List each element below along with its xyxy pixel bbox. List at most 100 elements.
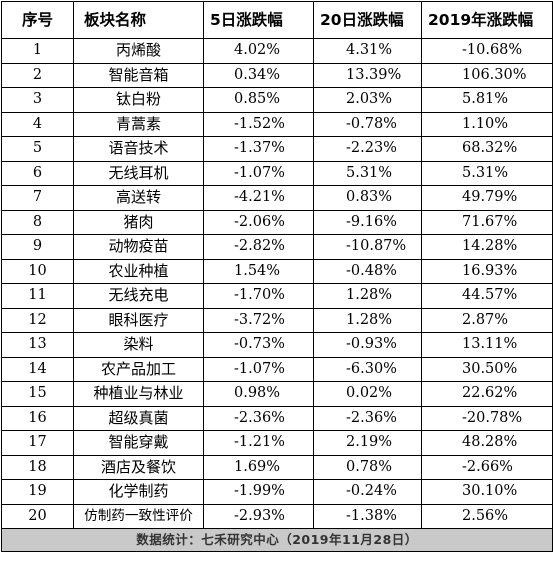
change-5day: 0.34% — [203, 62, 314, 88]
change-20day: -0.78% — [313, 111, 422, 137]
sector-name: 仿制药一致性评价 — [73, 503, 204, 529]
row-index: 7 — [1, 185, 74, 211]
change-2019: 14.28% — [421, 234, 553, 260]
change-2019: 30.50% — [421, 356, 553, 382]
change-20day: 0.83% — [313, 185, 422, 211]
header-sector-name: 板块名称 — [73, 1, 204, 39]
sector-name: 酒店及餐饮 — [73, 454, 204, 480]
change-2019: 106.30% — [421, 62, 553, 88]
table-row: 4 青蒿素 -1.52% -0.78% 1.10% — [1, 111, 553, 137]
sector-name: 农产品加工 — [73, 356, 204, 382]
change-2019: 2.56% — [421, 503, 553, 529]
table-row: 15 种植业与林业 0.98% 0.02% 22.62% — [1, 381, 553, 407]
sector-name: 丙烯酸 — [73, 38, 204, 64]
change-2019: 22.62% — [421, 381, 553, 407]
change-2019: 13.11% — [421, 332, 553, 358]
table-row: 12 眼科医疗 -3.72% 1.28% 2.87% — [1, 307, 553, 333]
change-20day: -1.38% — [313, 503, 422, 529]
change-20day: 1.28% — [313, 307, 422, 333]
change-20day: -0.48% — [313, 258, 422, 284]
table-row: 9 动物疫苗 -2.82% -10.87% 14.28% — [1, 234, 553, 260]
change-20day: 0.02% — [313, 381, 422, 407]
row-index: 19 — [1, 479, 74, 505]
change-2019: 49.79% — [421, 185, 553, 211]
change-5day: -2.06% — [203, 209, 314, 235]
change-2019: 48.28% — [421, 430, 553, 456]
header-2019-change: 2019年涨跌幅 — [421, 1, 553, 39]
row-index: 16 — [1, 405, 74, 431]
change-5day: -4.21% — [203, 185, 314, 211]
table-row: 19 化学制药 -1.99% -0.24% 30.10% — [1, 479, 553, 505]
table-row: 14 农产品加工 -1.07% -6.30% 30.50% — [1, 356, 553, 382]
table-row: 20 仿制药一致性评价 -2.93% -1.38% 2.56% — [1, 503, 553, 529]
change-20day: -6.30% — [313, 356, 422, 382]
change-2019: 16.93% — [421, 258, 553, 284]
table-row: 6 无线耳机 -1.07% 5.31% 5.31% — [1, 160, 553, 186]
change-2019: 1.10% — [421, 111, 553, 137]
change-5day: -1.07% — [203, 356, 314, 382]
change-5day: -0.73% — [203, 332, 314, 358]
change-2019: 71.67% — [421, 209, 553, 235]
row-index: 14 — [1, 356, 74, 382]
sector-name: 高送转 — [73, 185, 204, 211]
change-20day: 4.31% — [313, 38, 422, 64]
sector-name: 青蒿素 — [73, 111, 204, 137]
change-20day: 2.03% — [313, 87, 422, 113]
change-20day: 13.39% — [313, 62, 422, 88]
header-5day-change: 5日涨跌幅 — [203, 1, 314, 39]
sector-name: 猪肉 — [73, 209, 204, 235]
row-index: 18 — [1, 454, 74, 480]
sector-name: 无线耳机 — [73, 160, 204, 186]
row-index: 17 — [1, 430, 74, 456]
change-5day: 1.69% — [203, 454, 314, 480]
row-index: 9 — [1, 234, 74, 260]
sector-name: 种植业与林业 — [73, 381, 204, 407]
change-20day: -10.87% — [313, 234, 422, 260]
table-row: 16 超级真菌 -2.36% -2.36% -20.78% — [1, 405, 553, 431]
header-index: 序号 — [1, 1, 74, 39]
row-index: 6 — [1, 160, 74, 186]
table-row: 2 智能音箱 0.34% 13.39% 106.30% — [1, 62, 553, 88]
change-5day: -1.21% — [203, 430, 314, 456]
table-row: 13 染料 -0.73% -0.93% 13.11% — [1, 332, 553, 358]
table-body: 1 丙烯酸 4.02% 4.31% -10.68% 2 智能音箱 0.34% 13.39% 106… — [1, 38, 553, 529]
change-5day: 0.98% — [203, 381, 314, 407]
table-row: 7 高送转 -4.21% 0.83% 49.79% — [1, 185, 553, 211]
sector-name: 眼科医疗 — [73, 307, 204, 333]
change-2019: 30.10% — [421, 479, 553, 505]
row-index: 13 — [1, 332, 74, 358]
change-2019: 5.31% — [421, 160, 553, 186]
change-2019: -20.78% — [421, 405, 553, 431]
change-20day: -2.23% — [313, 136, 422, 162]
change-20day: -0.24% — [313, 479, 422, 505]
change-2019: 68.32% — [421, 136, 553, 162]
sector-name: 超级真菌 — [73, 405, 204, 431]
row-index: 10 — [1, 258, 74, 284]
row-index: 11 — [1, 283, 74, 309]
change-20day: -2.36% — [313, 405, 422, 431]
change-20day: -0.93% — [313, 332, 422, 358]
change-5day: -1.37% — [203, 136, 314, 162]
sector-name: 化学制药 — [73, 479, 204, 505]
header-20day-change: 20日涨跌幅 — [313, 1, 422, 39]
sector-name: 动物疫苗 — [73, 234, 204, 260]
change-5day: -2.36% — [203, 405, 314, 431]
table-row: 8 猪肉 -2.06% -9.16% 71.67% — [1, 209, 553, 235]
sector-name: 智能穿戴 — [73, 430, 204, 456]
change-2019: 2.87% — [421, 307, 553, 333]
change-20day: -9.16% — [313, 209, 422, 235]
table-row: 5 语音技术 -1.37% -2.23% 68.32% — [1, 136, 553, 162]
row-index: 1 — [1, 38, 74, 64]
table-row: 3 钛白粉 0.85% 2.03% 5.81% — [1, 87, 553, 113]
change-20day: 1.28% — [313, 283, 422, 309]
change-5day: 0.85% — [203, 87, 314, 113]
row-index: 2 — [1, 62, 74, 88]
change-5day: -3.72% — [203, 307, 314, 333]
sector-name: 钛白粉 — [73, 87, 204, 113]
change-5day: 1.54% — [203, 258, 314, 284]
change-20day: 2.19% — [313, 430, 422, 456]
table-row: 17 智能穿戴 -1.21% 2.19% 48.28% — [1, 430, 553, 456]
change-5day: 4.02% — [203, 38, 314, 64]
change-2019: 5.81% — [421, 87, 553, 113]
row-index: 15 — [1, 381, 74, 407]
